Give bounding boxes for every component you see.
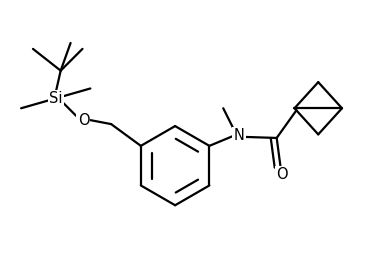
Text: O: O <box>78 113 89 128</box>
Text: Si: Si <box>49 91 62 106</box>
Text: N: N <box>234 128 244 143</box>
Text: O: O <box>276 167 288 182</box>
